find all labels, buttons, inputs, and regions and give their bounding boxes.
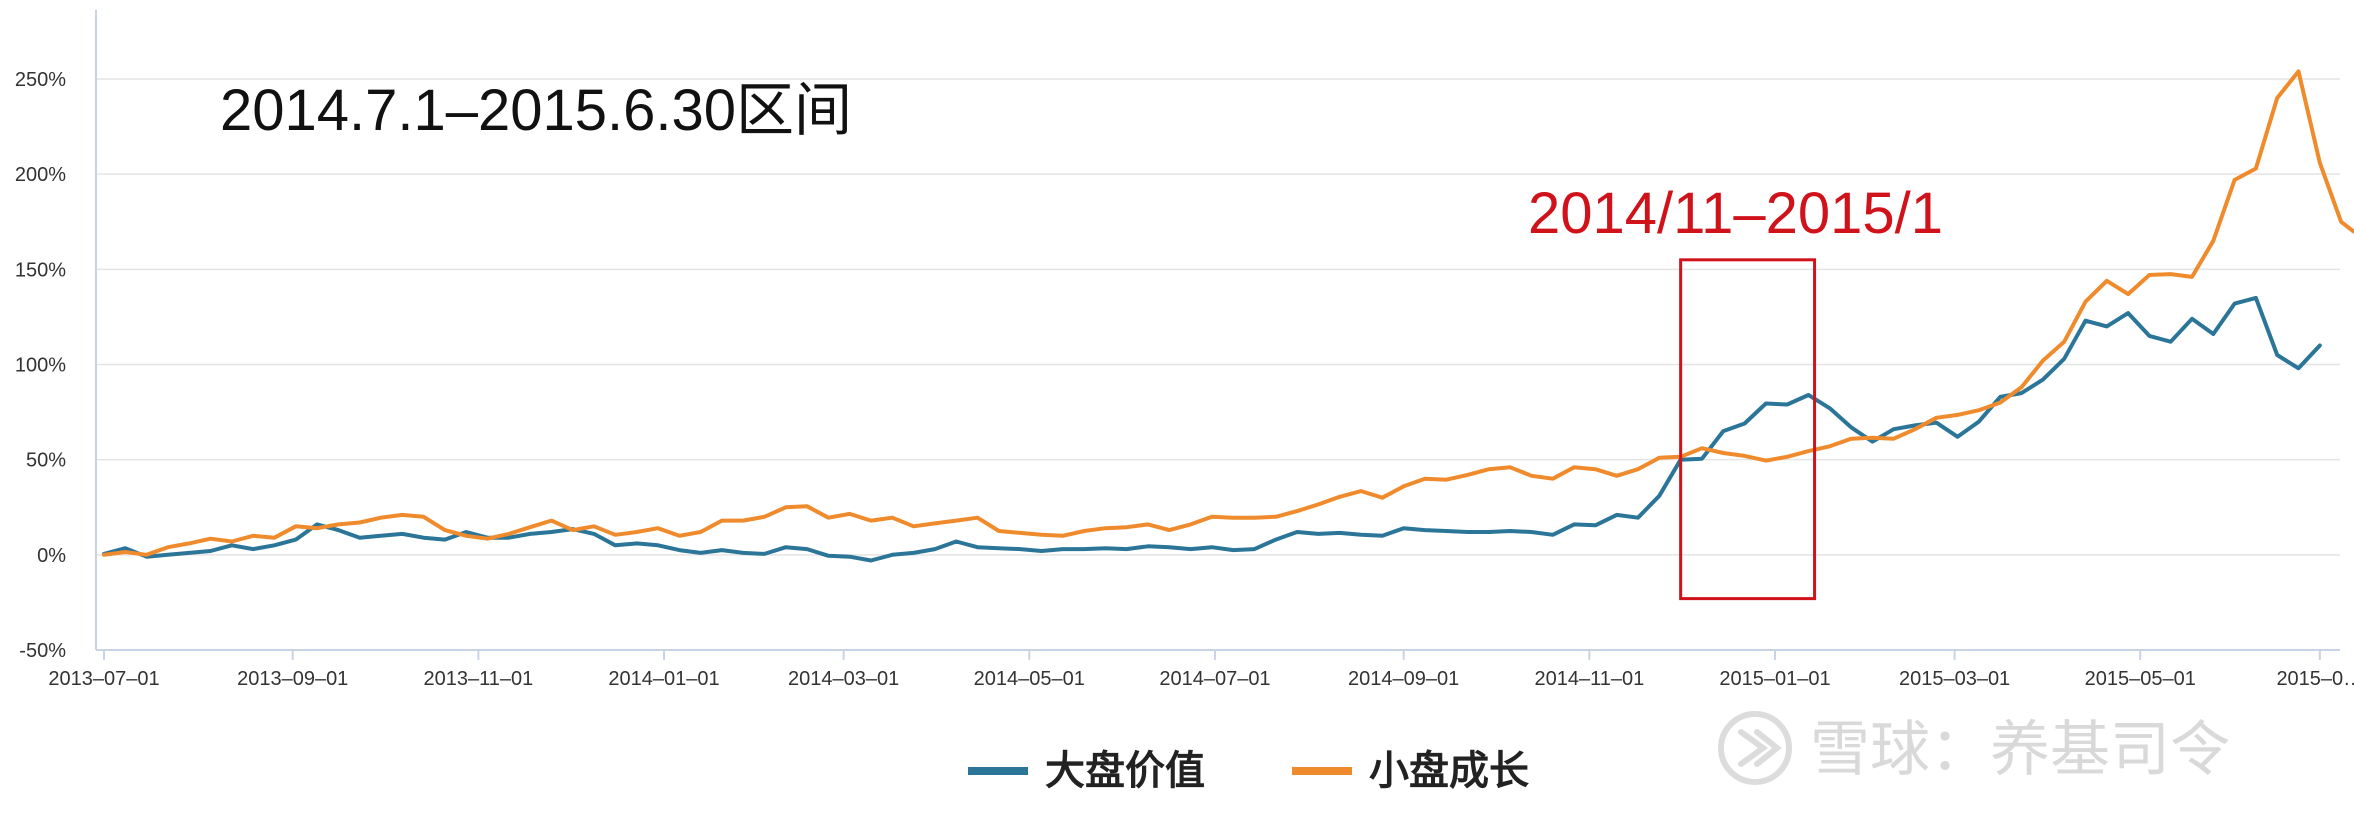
y-tick-label: -50%	[19, 640, 66, 662]
series-line-0	[102, 295, 2322, 563]
y-tick-label: 150%	[15, 259, 66, 281]
x-tick-label: 2013–11–01	[424, 668, 534, 690]
x-tick-label: 2013–07–01	[48, 668, 159, 690]
x-tick-label: 2014–07–01	[1159, 668, 1270, 690]
y-tick-label: 0%	[37, 545, 66, 567]
legend-label-small-cap-growth: 小盘成长	[1369, 748, 1529, 794]
watermark-text: 雪球：养基司令	[1810, 715, 2230, 785]
x-tick-labels: 2013–07–01 2013–09–01 2013–11–01 2014–01–01…	[48, 650, 2354, 690]
x-tick-label: 2014–05–01	[974, 668, 1085, 690]
x-tick-label: 2013–09–01	[237, 668, 348, 690]
y-tick-label: 250%	[15, 69, 66, 91]
y-tick-labels: -50% 0% 50% 100% 150% 200% 250%	[15, 69, 66, 662]
x-tick-label: 2014–03–01	[788, 668, 899, 690]
grid-lines	[96, 78, 2340, 651]
y-tick-label: 200%	[15, 164, 66, 186]
legend: 大盘价值 小盘成长	[968, 748, 1529, 794]
x-tick-label: 2015–03–01	[1899, 668, 2010, 690]
x-tick-label: 2014–11–01	[1534, 668, 1644, 690]
series-lines	[102, 69, 2354, 563]
x-tick-label: 2014–09–01	[1348, 668, 1459, 690]
period-annotation: 2014.7.1–2015.6.30区间	[220, 78, 852, 143]
watermark: 雪球：养基司令	[1718, 711, 2230, 785]
x-tick-label: 2015–01–01	[1719, 668, 1830, 690]
x-tick-label: 2015–0…	[2276, 668, 2354, 690]
snowball-logo-icon	[1718, 711, 1792, 785]
axes	[95, 10, 2340, 651]
series-line-1	[102, 69, 2354, 557]
y-tick-label: 100%	[15, 355, 66, 377]
x-tick-label: 2014–01–01	[608, 668, 719, 690]
highlight-label: 2014/11–2015/1	[1528, 181, 1943, 246]
legend-label-large-cap-value: 大盘价值	[1045, 748, 1205, 794]
y-tick-label: 50%	[26, 450, 66, 472]
x-tick-label: 2015–05–01	[2085, 668, 2196, 690]
highlight-box	[1679, 258, 1817, 601]
